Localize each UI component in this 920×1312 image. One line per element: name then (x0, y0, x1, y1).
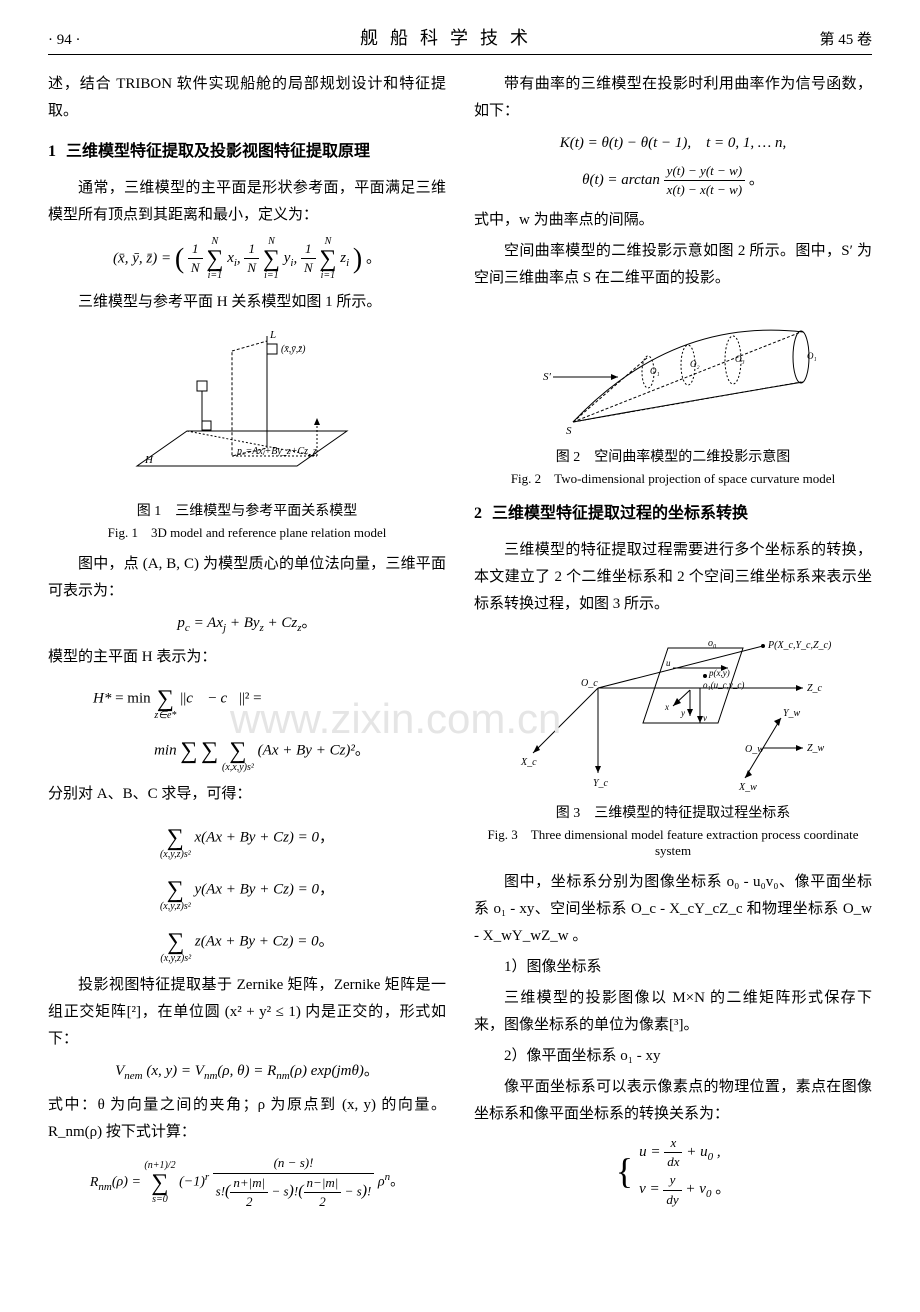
svg-text:Y_c: Y_c (593, 778, 609, 789)
svg-text:O₃: O₃ (735, 354, 745, 364)
equation: θ(t) = arctan y(t) − y(t − w) x(t) − x(t… (474, 162, 872, 199)
para: 分别对 A、B、C 求导，可得： (48, 781, 446, 808)
para: 投影视图特征提取基于 Zernike 矩阵，Zernike 矩阵是一组正交矩阵[… (48, 972, 446, 1053)
svg-text:O_w: O_w (745, 744, 764, 755)
section-heading-1: 1 三维模型特征提取及投影视图特征提取原理 (48, 139, 446, 165)
section-title: 三维模型特征提取过程的坐标系转换 (492, 505, 748, 522)
para: 式中，w 为曲率点的间隔。 (474, 207, 872, 234)
page-header: · 94 · 舰船科学技术 第 45 卷 (48, 24, 872, 55)
figure-2-caption-cn: 图 2 空间曲率模型的二维投影示意图 (474, 446, 872, 466)
equation: Rnm(ρ) = (n+1)/2∑s=0 (−1)r (n − s)! s!(n… (48, 1154, 446, 1211)
figure-2: S′ S O₁ O₂ O₃ O₁ 图 2 空间曲率模型的二维投影示意图 Fig.… (474, 302, 872, 487)
svg-text:x: x (664, 702, 669, 712)
figure-3-caption-cn: 图 3 三维模型的特征提取过程坐标系 (474, 802, 872, 822)
equation: ∑(x,y,z)s² z(Ax + By + Cz) = 0。 (48, 920, 446, 964)
svg-text:Z_w: Z_w (807, 743, 825, 754)
equation: pc = Axj + Byz + Czz。 (48, 613, 446, 636)
section-number: 2 (474, 505, 482, 522)
para: 像平面坐标系可以表示像素点的物理位置，素点在图像坐标系和像平面坐标系的转换关系为… (474, 1074, 872, 1128)
svg-text:Z_c: Z_c (807, 683, 823, 694)
figure-2-caption-en: Fig. 2 Two-dimensional projection of spa… (474, 468, 872, 487)
para: 式中：θ 为向量之间的夹角；ρ 为原点到 (x, y) 的向量。R_nm(ρ) … (48, 1092, 446, 1146)
svg-text:o₁(u_c,v_c): o₁(u_c,v_c) (703, 680, 744, 690)
figure-3: X_c Y_c Z_c O_c o₀ u v y (474, 628, 872, 859)
svg-text:H: H (144, 454, 154, 466)
figure-1-caption-en: Fig. 1 3D model and reference plane rela… (48, 522, 446, 541)
svg-text:P(X_c,Y_c,Z_c): P(X_c,Y_c,Z_c) (767, 640, 832, 651)
svg-text:O₁: O₁ (807, 351, 817, 361)
volume: 第 45 卷 (819, 28, 872, 49)
svg-text:X_w: X_w (738, 782, 757, 793)
svg-text:O_c: O_c (581, 678, 598, 689)
left-column: 述，结合 TRIBON 软件实现船舱的局部规划设计和特征提取。 1 三维模型特征提… (48, 71, 446, 1219)
svg-text:p(x,y): p(x,y) (708, 668, 730, 678)
section-heading-2: 2 三维模型特征提取过程的坐标系转换 (474, 501, 872, 527)
svg-text:u: u (666, 658, 671, 668)
equation: K(t) = θ(t) − θ(t − 1), t = 0, 1, … n, (474, 133, 872, 154)
right-column: 带有曲率的三维模型在投影时利用曲率作为信号函数，如下： K(t) = θ(t) … (474, 71, 872, 1219)
svg-text:S: S (566, 425, 572, 437)
svg-text:O₁: O₁ (650, 366, 660, 376)
list-heading: 2）像平面坐标系 o₁ - xy (474, 1043, 872, 1070)
para: 模型的主平面 H 表示为： (48, 644, 446, 671)
svg-text:X_c: X_c (520, 757, 537, 768)
svg-text:p꜀=Axⱼ+By_z+Cz_z: p꜀=Axⱼ+By_z+Cz_z (236, 446, 317, 457)
para: 图中，坐标系分别为图像坐标系 o₀ - u₀v₀、像平面坐标系 o₁ - xy、… (474, 869, 872, 950)
section-number: 1 (48, 143, 56, 160)
equation: (x̄, ȳ, z̄) = ( 1N N∑i=1 xi, 1N N∑i=1 yi… (48, 237, 446, 281)
journal-title: 舰船科学技术 (360, 24, 540, 50)
equation: ∑(x,y,z)s² y(Ax + By + Cz) = 0， (48, 868, 446, 912)
para: 图中，点 (A, B, C) 为模型质心的单位法向量，三维平面可表示为： (48, 551, 446, 605)
equation: min ∑ ∑ ∑(x,x,y)s² (Ax + By + Cz)²。 (78, 729, 446, 773)
svg-text:y: y (680, 708, 685, 718)
page-number: · 94 · (48, 32, 81, 49)
figure-1: H L (x̄,ȳ,z̄) (48, 326, 446, 541)
para: 带有曲率的三维模型在投影时利用曲率作为信号函数，如下： (474, 71, 872, 125)
equation: H* = min ∑z∈e* ||c⃗ − c⃗||² = (93, 677, 446, 721)
figure-1-caption-cn: 图 1 三维模型与参考平面关系模型 (48, 500, 446, 520)
svg-text:S′: S′ (543, 371, 552, 383)
figure-3-caption-en: Fig. 3 Three dimensional model feature e… (474, 824, 872, 859)
para: 三维模型与参考平面 H 关系模型如图 1 所示。 (48, 289, 446, 316)
two-column-layout: 述，结合 TRIBON 软件实现船舱的局部规划设计和特征提取。 1 三维模型特征提… (48, 71, 872, 1219)
svg-text:L: L (269, 329, 276, 341)
equation: ∑(x,y,z)s² x(Ax + By + Cz) = 0， (48, 816, 446, 860)
equation: Vnem (x, y) = Vnm(ρ, θ) = Rnm(ρ) exp(jmθ… (48, 1061, 446, 1084)
section-title: 三维模型特征提取及投影视图特征提取原理 (66, 143, 370, 160)
svg-text:(x̄,ȳ,z̄): (x̄,ȳ,z̄) (281, 344, 306, 355)
equation: { u = xdx + u0 , v = ydy + v0 。 (474, 1134, 872, 1209)
svg-text:Y_w: Y_w (783, 708, 801, 719)
para: 三维模型的投影图像以 M×N 的二维矩阵形式保存下来，图像坐标系的单位为像素[³… (474, 985, 872, 1039)
para: 通常，三维模型的主平面是形状参考面，平面满足三维模型所有顶点到其距离和最小，定义… (48, 175, 446, 229)
para: 述，结合 TRIBON 软件实现船舱的局部规划设计和特征提取。 (48, 71, 446, 125)
svg-text:v: v (703, 713, 707, 723)
list-heading: 1）图像坐标系 (474, 954, 872, 981)
para: 三维模型的特征提取过程需要进行多个坐标系的转换，本文建立了 2 个二维坐标系和 … (474, 537, 872, 618)
svg-text:O₂: O₂ (690, 359, 700, 369)
svg-text:o₀: o₀ (708, 638, 717, 649)
para: 空间曲率模型的二维投影示意如图 2 所示。图中，S′ 为空间三维曲率点 S 在二… (474, 238, 872, 292)
